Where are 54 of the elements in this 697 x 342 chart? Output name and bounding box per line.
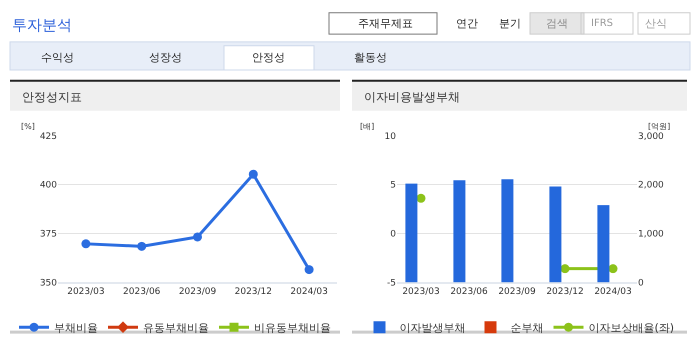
text: 안정성 <box>252 51 285 64</box>
x-tick-label: 2023/06 <box>123 287 161 298</box>
bar <box>453 180 466 282</box>
legend-label: 순부채 <box>510 321 544 334</box>
bar <box>501 179 514 282</box>
x-tick-label: 2023/06 <box>450 287 488 298</box>
bar <box>597 205 610 282</box>
bar <box>405 184 418 282</box>
y-axis-title: [%] <box>21 122 35 131</box>
y-tick-label: 10 <box>384 132 396 142</box>
bar <box>549 186 562 282</box>
legend-label: 비유동부채비율 <box>254 321 331 334</box>
point <box>248 170 258 179</box>
y-axis-title: [배] <box>360 122 374 131</box>
x-tick-label: 2024/03 <box>290 287 328 298</box>
point <box>304 265 314 274</box>
y2-axis-title: [억원] <box>648 122 670 131</box>
chart-title: 이자비용발생부채 <box>364 90 460 104</box>
legend-label: 이자발생부채 <box>400 321 466 334</box>
text: IFRS <box>591 18 613 29</box>
y-tick-label: 375 <box>40 230 57 240</box>
x-tick-label: 2023/12 <box>234 287 272 298</box>
x-tick-label: 2023/03 <box>67 287 105 298</box>
y-tick-label: -5 <box>387 278 396 288</box>
y-tick-label: 350 <box>40 278 58 288</box>
text: 성장성 <box>149 51 182 64</box>
text: 주재무제표 <box>358 17 413 30</box>
text: 연간 <box>456 17 478 30</box>
text: 투자분석 <box>12 16 72 34</box>
chart-title: 안정성지표 <box>22 90 82 104</box>
legend-label: 이자보상배율(좌) <box>588 321 674 334</box>
y2-tick-label: 2,000 <box>638 180 664 191</box>
y-tick-label: 425 <box>40 132 57 142</box>
x-tick-label: 2023/03 <box>402 287 440 298</box>
x-tick-label: 2023/09 <box>178 287 216 298</box>
point <box>81 239 90 248</box>
x-tick-label: 2023/12 <box>546 287 584 298</box>
y-tick-label: 0 <box>390 230 396 240</box>
x-tick-label: 2023/09 <box>498 287 536 298</box>
text: 활동성 <box>354 51 387 64</box>
y2-tick-label: 0 <box>638 278 644 288</box>
legend-label: 부채비율 <box>54 321 98 334</box>
text: 분기 <box>499 17 521 30</box>
y2-tick-label: 3,000 <box>638 132 664 142</box>
point <box>137 242 146 251</box>
legend-label: 유동부채비율 <box>143 321 209 334</box>
text: 검색 <box>546 17 568 30</box>
text: 수익성 <box>41 51 74 64</box>
text: 산식 <box>645 17 667 30</box>
x-tick-label: 2024/03 <box>594 287 632 298</box>
point <box>193 232 202 242</box>
y-tick-label: 5 <box>390 180 396 191</box>
y2-tick-label: 1,000 <box>638 230 664 240</box>
y-tick-label: 400 <box>40 180 58 191</box>
